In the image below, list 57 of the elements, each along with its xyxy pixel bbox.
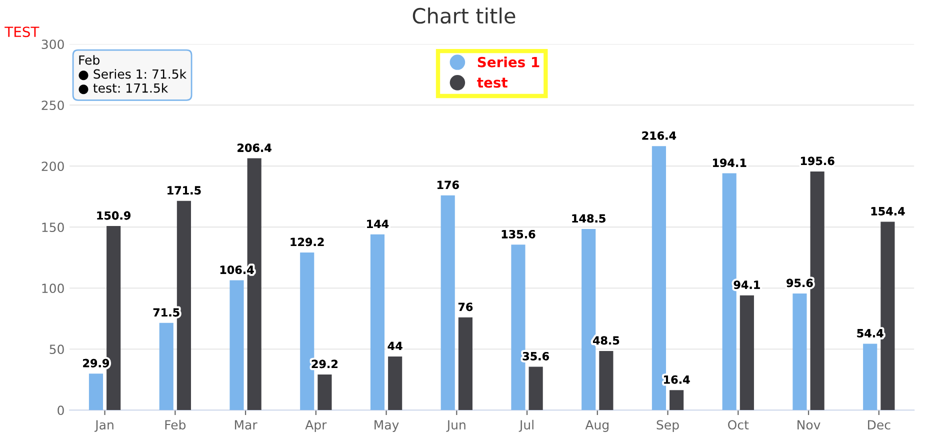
x-tick-label: Oct (728, 420, 749, 430)
data-label: 144 (367, 220, 389, 228)
data-label: 194.1 (713, 158, 746, 167)
data-label: 76 (458, 302, 473, 312)
y-tick-label: 300 (42, 40, 64, 50)
bar (792, 293, 807, 410)
x-tick-label: Apr (305, 420, 327, 432)
x-tick-label: Jun (446, 420, 466, 432)
data-label: 48.5 (592, 336, 620, 345)
bar (670, 390, 684, 410)
bar (440, 195, 455, 410)
data-label: 176 (438, 180, 459, 190)
data-label: 35.6 (522, 352, 549, 360)
x-tick-label: Nov (798, 420, 820, 430)
legend-label: test (477, 78, 508, 88)
x-tick-label: Jan (94, 420, 114, 432)
data-label: 195.6 (801, 156, 834, 166)
data-label: 29.2 (312, 360, 338, 368)
bar (599, 350, 614, 410)
bar (388, 356, 402, 410)
bar (318, 374, 332, 410)
bar (863, 344, 878, 410)
bar (230, 280, 244, 410)
data-label: 135.6 (502, 230, 536, 238)
data-label: 16.4 (664, 375, 690, 384)
bar (159, 322, 174, 410)
data-label: 44 (388, 342, 402, 350)
data-label: 154.4 (871, 207, 905, 216)
x-tick-label: Aug (585, 420, 608, 432)
y-axis-title: TEST (4, 26, 40, 38)
chart-title: Chart title (412, 8, 516, 24)
y-tick-label: 50 (50, 344, 64, 354)
bar (458, 317, 472, 410)
legend-label: Series 1 (478, 56, 540, 68)
data-label: 216.4 (642, 131, 676, 140)
x-tick-label: Dec (868, 420, 890, 430)
y-tick-label: 200 (42, 162, 64, 172)
y-tick-label: 0 (58, 406, 64, 416)
data-label: 150.9 (97, 211, 130, 220)
data-label: 171.5 (168, 186, 201, 195)
y-tick-label: 250 (42, 100, 64, 110)
x-tick-label: May (374, 420, 399, 432)
y-tick-label: 150 (42, 222, 64, 232)
x-tick-label: Mar (234, 420, 258, 430)
y-tick-label: 100 (42, 284, 64, 294)
x-tick-label: Jul (518, 420, 534, 432)
bar (88, 374, 104, 410)
data-label: 206.4 (238, 144, 272, 152)
x-tick-label: Sep (656, 420, 679, 432)
bar (370, 234, 385, 410)
data-label: 148.5 (572, 214, 606, 223)
data-label: 129.2 (290, 238, 324, 246)
data-label: 94.1 (734, 280, 760, 289)
bar (528, 366, 543, 410)
bar (740, 295, 754, 410)
x-tick-label: Feb (165, 420, 186, 430)
annotation: Feb ● Series 1: 71.5k ● test: 171.5k (78, 55, 187, 94)
